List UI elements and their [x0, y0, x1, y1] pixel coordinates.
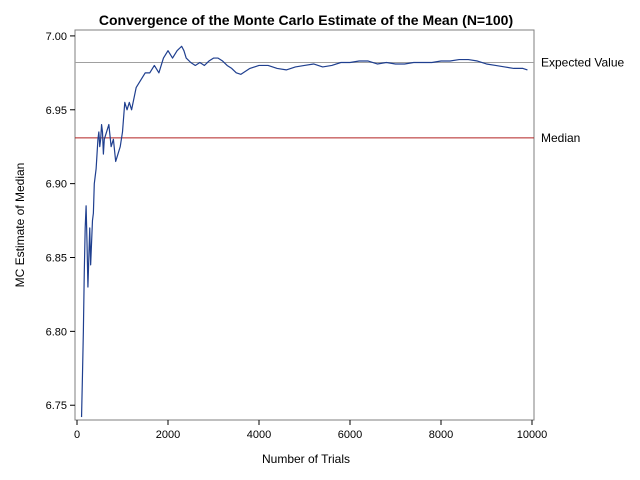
- y-tick-label: 6.85: [46, 253, 67, 265]
- x-tick-label: 8000: [429, 429, 453, 441]
- y-axis: 6.75 6.80 6.85 6.90 6.95 7.00: [46, 31, 75, 412]
- y-tick-label: 6.75: [46, 400, 67, 412]
- x-tick-label: 0: [74, 429, 80, 441]
- y-axis-label: MC Estimate of Median: [13, 163, 27, 288]
- x-tick-label: 6000: [338, 429, 362, 441]
- y-tick-label: 6.90: [46, 179, 67, 191]
- x-axis: 0 2000 4000 6000 8000 10000: [74, 420, 547, 441]
- y-tick-label: 6.95: [46, 105, 67, 117]
- expected-value-label: Expected Value: [541, 56, 624, 70]
- x-tick-label: 10000: [517, 429, 548, 441]
- series-layer: [80, 45, 528, 418]
- reference-lines: Expected Value Median: [75, 56, 624, 145]
- x-axis-label: Number of Trials: [262, 452, 350, 466]
- x-tick-label: 2000: [156, 429, 180, 441]
- series-line-0: [80, 45, 528, 418]
- chart-title: Convergence of the Monte Carlo Estimate …: [99, 12, 513, 28]
- y-tick-label: 6.80: [46, 326, 67, 338]
- y-tick-label: 7.00: [46, 31, 67, 43]
- median-label: Median: [541, 131, 580, 145]
- plot-frame: [74, 29, 535, 421]
- x-tick-label: 4000: [247, 429, 271, 441]
